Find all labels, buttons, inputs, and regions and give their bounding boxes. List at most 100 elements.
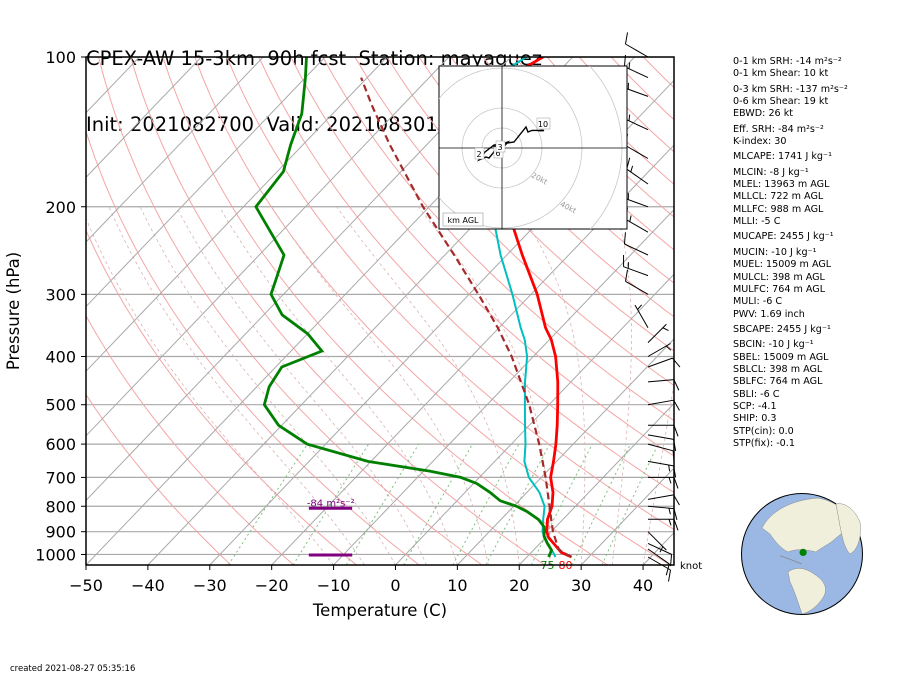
- index-line: MLLCL: 722 m AGL: [733, 191, 824, 203]
- wind-barb-staff: [624, 66, 649, 79]
- effective-srh-label: -84 m²s⁻²: [307, 498, 355, 509]
- wind-barb-staff: [647, 399, 674, 406]
- wind-barb-staff: [625, 280, 649, 295]
- hodograph-units-label: km AGL: [448, 216, 480, 225]
- wind-barb: [647, 460, 677, 478]
- parcel-profile-line: [360, 77, 573, 558]
- dry-adiabat-line: [450, 57, 674, 284]
- index-line: MULFC: 764 m AGL: [733, 283, 826, 295]
- moist-adiabat-line: [219, 206, 458, 565]
- index-line: MUCIN: -10 J kg⁻¹: [733, 246, 817, 258]
- wind-barb-full: [673, 477, 679, 489]
- wind-barb: [647, 542, 673, 567]
- wind-barb-half: [668, 508, 671, 515]
- hodograph-ring-label: 60kt: [587, 228, 606, 244]
- y-axis-label: Pressure (hPa): [4, 252, 23, 370]
- isotherm-line: [457, 338, 674, 565]
- y-tick-label: 100: [45, 48, 76, 67]
- dry-adiabat-line: [386, 57, 674, 352]
- moist-adiabat-line: [418, 206, 551, 565]
- isotherm-line: [86, 57, 264, 243]
- dewpoint-profile-line: [254, 57, 554, 558]
- index-line: MLEL: 13963 m AGL: [733, 179, 830, 191]
- y-tick-label: 200: [45, 198, 76, 217]
- wind-barb-full: [624, 269, 629, 282]
- index-line: SBCAPE: 2455 J kg⁻¹: [733, 323, 831, 335]
- hodograph-height-label: 3: [497, 143, 502, 152]
- wind-barb: [623, 232, 649, 256]
- wind-barb: [623, 255, 649, 277]
- isotherm-line: [86, 57, 450, 437]
- moist-adiabat-line: [516, 206, 586, 565]
- created-timestamp: created 2021-08-27 05:35:16: [10, 664, 136, 674]
- wind-barb-staff: [647, 542, 672, 555]
- y-tick-label: 400: [45, 348, 76, 367]
- sounding-indices-panel: 0-1 km SRH: -14 m²s⁻² 0-1 km Shear: 10 kt…: [733, 56, 848, 450]
- wind-barb-staff: [647, 505, 674, 510]
- wind-barb-staff: [623, 266, 649, 277]
- wind-barb-full: [673, 439, 677, 452]
- wind-barb-full: [623, 232, 626, 245]
- wind-barb-staff: [624, 243, 649, 256]
- index-line: SBLI: -6 C: [733, 388, 780, 400]
- mixing-ratio-line: [292, 443, 370, 565]
- dry-adiabat-line: [290, 57, 674, 457]
- x-tick-label: −50: [69, 576, 103, 595]
- wind-barb-staff: [647, 379, 674, 383]
- dry-adiabat-line: [322, 57, 674, 422]
- wind-barb-half: [627, 82, 629, 90]
- hodograph-height-label: 10: [538, 120, 548, 129]
- dry-adiabat-line: [98, 57, 483, 565]
- wind-barb-full: [673, 379, 680, 391]
- isotherm-line: [86, 57, 202, 179]
- wind-barb-staff: [647, 548, 670, 565]
- moist-adiabat-line: [336, 206, 520, 565]
- isotherm-line: [271, 144, 674, 565]
- dry-adiabat-line: [418, 57, 674, 318]
- moist-adiabat-line: [176, 206, 427, 565]
- x-tick-label: 0: [390, 576, 400, 595]
- wind-barb: [624, 32, 649, 58]
- index-line: SCP: -4.1: [733, 400, 777, 412]
- wind-barb-staff: [647, 494, 674, 500]
- wind-barb-staff: [647, 343, 671, 357]
- dry-adiabat-line: [86, 129, 421, 565]
- wind-barb-staff: [647, 531, 667, 551]
- wind-barb: [634, 304, 649, 328]
- moist-adiabat-line: [86, 217, 334, 565]
- x-tick-label: 20: [509, 576, 529, 595]
- wind-barb-full: [672, 357, 681, 368]
- x-tick-label: −30: [193, 576, 227, 595]
- wind-barb-staff: [634, 304, 649, 328]
- isotherm-line: [518, 402, 674, 565]
- index-line: 0-3 km SRH: -137 m²s⁻²: [733, 83, 848, 95]
- wind-barb-staff: [647, 443, 674, 452]
- isotherm-line: [86, 57, 388, 372]
- wind-barb: [647, 343, 672, 357]
- y-tick-label: 600: [45, 435, 76, 454]
- index-line: SBLFC: 764 m AGL: [733, 376, 823, 388]
- wind-barb: [647, 434, 677, 452]
- y-tick-label: 700: [45, 468, 76, 487]
- wind-barb-full: [623, 255, 625, 267]
- y-tick-label: 500: [45, 396, 76, 415]
- index-line: 0-1 km Shear: 10 kt: [733, 68, 829, 80]
- hodograph-height-label: 2: [476, 150, 481, 159]
- europe-africa-land: [835, 503, 861, 555]
- moist-adiabat-line: [611, 206, 632, 565]
- x-tick-label: −40: [131, 576, 165, 595]
- wind-barb-half: [668, 464, 671, 472]
- isotherm-line: [86, 57, 326, 308]
- wind-units-label: knot: [680, 561, 702, 572]
- wind-barb-staff: [623, 197, 649, 208]
- wind-barb-staff: [626, 168, 649, 185]
- wind-barb-staff: [647, 323, 667, 343]
- wind-barb: [647, 379, 680, 391]
- index-line: MUCAPE: 2455 J kg⁻¹: [733, 231, 834, 243]
- wind-barb: [647, 494, 680, 506]
- hodograph-frame: [438, 65, 628, 230]
- index-line: SBCIN: -10 J kg⁻¹: [733, 339, 814, 351]
- index-line: STP(cin): 0.0: [733, 425, 794, 437]
